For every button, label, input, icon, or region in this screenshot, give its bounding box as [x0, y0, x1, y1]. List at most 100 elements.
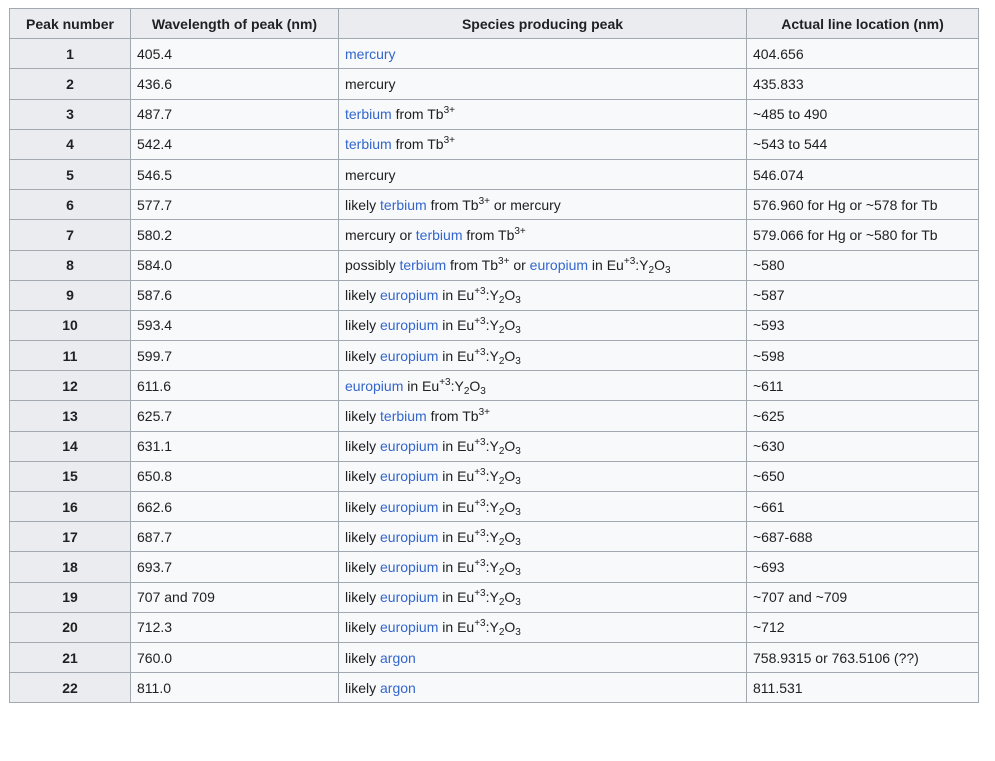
- species-text: or: [509, 257, 530, 274]
- species-cell: possibly terbium from Tb3+ or europium i…: [338, 249, 747, 281]
- species-link-terbium[interactable]: terbium: [399, 257, 447, 274]
- wavelength-cell: 405.4: [130, 38, 339, 70]
- species-text: likely: [345, 528, 381, 545]
- superscript-text: 3+: [443, 135, 455, 147]
- spectral-peaks-table-container: Peak number Wavelength of peak (nm) Spec…: [9, 7, 979, 704]
- wavelength-cell: 593.4: [130, 309, 339, 342]
- species-link-terbium[interactable]: terbium: [345, 106, 392, 123]
- species-text: likely: [345, 196, 381, 213]
- table-row: 10 593.4 likely europium in Eu+3:Y2O3 ~593: [9, 309, 979, 342]
- peak-number-cell: 11: [9, 340, 131, 372]
- table-row: 11 599.7 likely europium in Eu+3:Y2O3 ~598: [9, 340, 979, 372]
- species-text: :Y: [485, 498, 499, 515]
- wavelength-cell: 625.7: [130, 400, 339, 432]
- species-text: O: [504, 619, 516, 636]
- species-text: :Y: [485, 438, 499, 455]
- species-text: in Eu: [438, 468, 475, 485]
- peak-number-cell: 22: [9, 672, 131, 704]
- species-link-mercury[interactable]: mercury: [345, 45, 396, 62]
- species-link-terbium[interactable]: terbium: [415, 226, 463, 243]
- superscript-text: 3+: [498, 256, 510, 268]
- subscript-text: 3: [515, 566, 521, 578]
- species-link-europium[interactable]: europium: [380, 528, 439, 545]
- species-link-terbium[interactable]: terbium: [380, 408, 427, 425]
- actual-location-cell: ~485 to 490: [746, 98, 979, 130]
- subscript-text: 3: [480, 385, 486, 397]
- species-text: likely: [345, 498, 381, 515]
- wavelength-cell: 487.7: [130, 98, 339, 130]
- superscript-text: +3: [474, 527, 486, 539]
- actual-location-cell: ~587: [746, 279, 979, 311]
- species-link-argon[interactable]: argon: [380, 679, 416, 696]
- species-cell: mercury or terbium from Tb3+: [338, 219, 747, 251]
- superscript-text: 3+: [443, 105, 455, 117]
- wavelength-cell: 631.1: [130, 430, 339, 462]
- subscript-text: 2: [463, 385, 470, 397]
- species-link-europium[interactable]: europium: [380, 317, 439, 334]
- table-row: 15 650.8 likely europium in Eu+3:Y2O3 ~650: [9, 460, 979, 493]
- species-link-europium[interactable]: europium: [380, 468, 439, 485]
- species-link-europium[interactable]: europium: [380, 589, 439, 606]
- species-text: O: [504, 528, 516, 545]
- species-cell: likely europium in Eu+3:Y2O3: [338, 581, 747, 613]
- species-text: likely: [345, 619, 381, 636]
- species-cell: likely terbium from Tb3+ or mercury: [338, 189, 747, 221]
- species-cell: likely europium in Eu+3:Y2O3: [338, 611, 747, 643]
- actual-location-cell: ~707 and ~709: [746, 581, 979, 613]
- species-link-europium[interactable]: europium: [380, 287, 439, 304]
- header-wavelength: Wavelength of peak (nm): [130, 7, 339, 40]
- superscript-text: +3: [439, 376, 451, 388]
- peak-number-cell: 6: [9, 189, 131, 221]
- wavelength-cell: 542.4: [130, 128, 339, 160]
- species-text: :Y: [485, 558, 499, 575]
- species-text: from Tb: [426, 196, 479, 213]
- species-text: in Eu: [588, 257, 624, 274]
- superscript-text: 3+: [478, 407, 490, 419]
- table-row: 4 542.4 terbium from Tb3+ ~543 to 544: [9, 128, 979, 160]
- peak-number-cell: 1: [9, 38, 131, 70]
- peak-number-cell: 7: [9, 219, 131, 251]
- subscript-text: 2: [648, 265, 655, 277]
- species-text: from Tb: [446, 257, 499, 274]
- superscript-text: +3: [474, 437, 486, 449]
- species-link-europium[interactable]: europium: [345, 377, 404, 394]
- species-link-europium[interactable]: europium: [380, 498, 439, 515]
- species-cell: likely argon: [338, 641, 747, 674]
- subscript-text: 2: [498, 506, 505, 518]
- peak-number-cell: 20: [9, 611, 131, 643]
- wavelength-cell: 436.6: [130, 68, 339, 100]
- actual-location-cell: ~687-688: [746, 521, 979, 553]
- species-text: likely: [345, 287, 381, 304]
- actual-location-cell: 579.066 for Hg or ~580 for Tb: [746, 219, 979, 251]
- subscript-text: 2: [498, 476, 505, 488]
- species-text: :Y: [485, 619, 499, 636]
- peak-number-cell: 3: [9, 98, 131, 130]
- table-row: 21 760.0 likely argon 758.9315 or 763.5106 …: [9, 641, 979, 674]
- subscript-text: 2: [498, 566, 505, 578]
- species-link-europium[interactable]: europium: [380, 438, 439, 455]
- species-link-europium[interactable]: europium: [380, 347, 439, 364]
- species-link-europium[interactable]: europium: [529, 257, 589, 274]
- subscript-text: 2: [498, 295, 505, 307]
- actual-location-cell: 758.9315 or 763.5106 (??): [746, 641, 979, 674]
- actual-location-cell: ~611: [746, 370, 979, 402]
- species-link-europium[interactable]: europium: [380, 558, 439, 575]
- species-link-argon[interactable]: argon: [380, 649, 416, 666]
- actual-location-cell: ~593: [746, 309, 979, 342]
- species-link-terbium[interactable]: terbium: [380, 196, 427, 213]
- superscript-text: +3: [474, 286, 486, 298]
- actual-location-cell: 404.656: [746, 38, 979, 70]
- species-link-europium[interactable]: europium: [380, 619, 439, 636]
- wavelength-cell: 577.7: [130, 189, 339, 221]
- actual-location-cell: ~625: [746, 400, 979, 432]
- species-link-terbium[interactable]: terbium: [345, 136, 392, 153]
- species-text: from Tb: [462, 226, 515, 243]
- species-text: O: [504, 317, 516, 334]
- actual-location-cell: 435.833: [746, 68, 979, 100]
- species-cell: likely europium in Eu+3:Y2O3: [338, 460, 747, 493]
- peak-number-cell: 5: [9, 158, 131, 191]
- species-cell: likely terbium from Tb3+: [338, 400, 747, 432]
- subscript-text: 2: [498, 355, 505, 367]
- peak-number-cell: 4: [9, 128, 131, 160]
- actual-location-cell: ~661: [746, 490, 979, 523]
